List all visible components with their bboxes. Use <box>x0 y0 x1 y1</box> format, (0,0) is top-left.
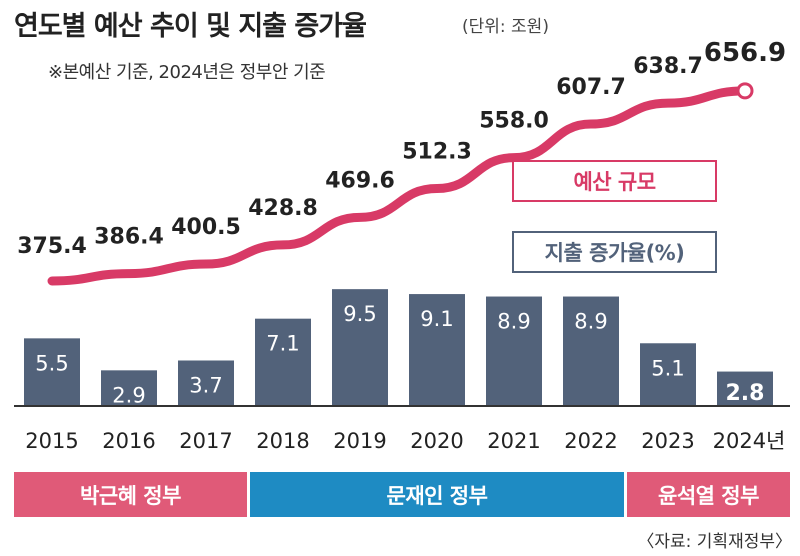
chart-title: 연도별 예산 추이 및 지출 증가율 <box>14 11 367 42</box>
x-tick-2022: 2022 <box>564 429 617 453</box>
growth-label-2019: 9.5 <box>343 302 376 326</box>
source-label: 〈자료: 기획재정부〉 <box>637 532 792 552</box>
growth-label-2023: 5.1 <box>651 356 684 380</box>
x-tick-2016: 2016 <box>102 429 155 453</box>
x-tick-2024년: 2024년 <box>713 429 786 453</box>
growth-label-2021: 8.9 <box>497 310 530 334</box>
growth-label-2022: 8.9 <box>574 310 607 334</box>
x-tick-2023: 2023 <box>641 429 694 453</box>
growth-bar-2016 <box>101 370 157 406</box>
growth-bar-2021 <box>486 296 542 406</box>
budget-label-2024년: 656.9 <box>704 38 786 68</box>
legend-budget: 예산 규모 <box>512 160 717 202</box>
growth-bar-2017 <box>178 360 234 406</box>
growth-bar-2022 <box>563 296 619 406</box>
budget-label-2018: 428.8 <box>248 196 318 221</box>
growth-bar-2015 <box>24 338 80 406</box>
x-tick-2018: 2018 <box>256 429 309 453</box>
unit-label: (단위: 조원) <box>462 17 549 37</box>
growth-label-2020: 9.1 <box>420 307 453 331</box>
growth-label-2017: 3.7 <box>189 373 222 397</box>
gov-moon: 문재인 정부 <box>250 472 624 517</box>
budget-end-marker <box>736 82 754 100</box>
x-tick-2015: 2015 <box>25 429 78 453</box>
growth-bar-2023 <box>640 343 696 406</box>
gov-park: 박근혜 정부 <box>14 472 247 517</box>
x-tick-2021: 2021 <box>487 429 540 453</box>
budget-label-2023: 638.7 <box>633 54 703 79</box>
x-tick-2017: 2017 <box>179 429 232 453</box>
budget-label-2015: 375.4 <box>17 234 87 259</box>
budget-line <box>47 86 750 286</box>
x-tick-2020: 2020 <box>410 429 463 453</box>
budget-label-2022: 607.7 <box>556 75 626 100</box>
growth-label-2016: 2.9 <box>112 383 145 407</box>
growth-label-2015: 5.5 <box>35 351 68 375</box>
budget-label-2020: 512.3 <box>402 140 472 165</box>
growth-bar-2018 <box>255 318 311 406</box>
budget-label-2016: 386.4 <box>94 225 164 250</box>
x-tick-2019: 2019 <box>333 429 386 453</box>
budget-label-2021: 558.0 <box>479 109 549 134</box>
growth-bar-2019 <box>332 289 388 406</box>
growth-label-2024년: 2.8 <box>726 381 765 406</box>
footnote: ※본예산 기준, 2024년은 정부안 기준 <box>48 62 326 83</box>
budget-label-2017: 400.5 <box>171 215 241 240</box>
growth-bar-2020 <box>409 294 465 406</box>
legend-growth: 지출 증가율(%) <box>512 231 717 273</box>
growth-label-2018: 7.1 <box>266 332 299 356</box>
gov-yoon: 윤석열 정부 <box>627 472 790 517</box>
growth-bar-2024년 <box>717 371 773 406</box>
budget-label-2019: 469.6 <box>325 168 395 193</box>
